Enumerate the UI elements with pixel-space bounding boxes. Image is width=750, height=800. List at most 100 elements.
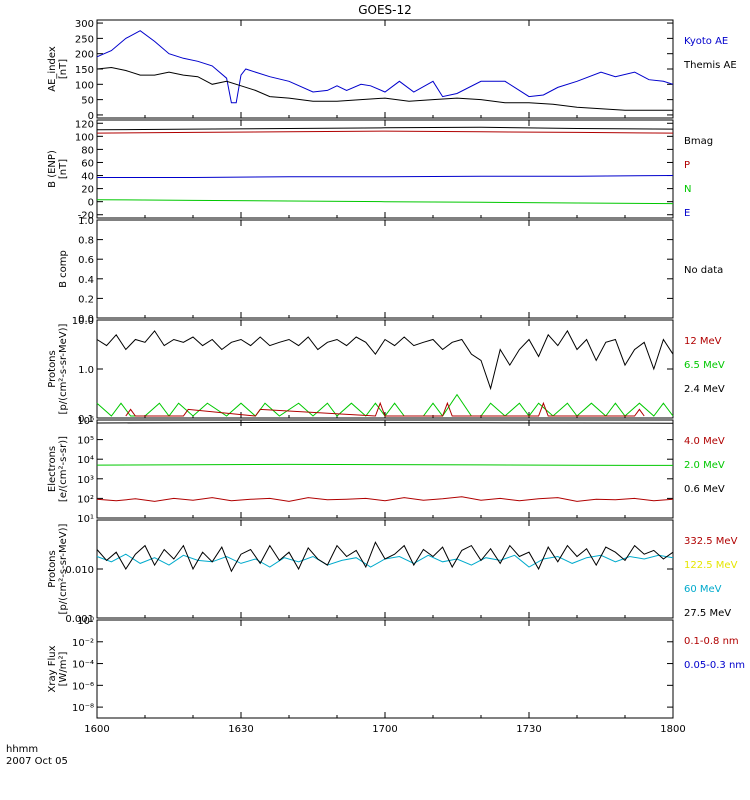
panel-frame [96,419,674,519]
y-axis-label-line: [W/m²] [58,651,69,686]
y-tick-label: 10⁻⁸ [72,703,94,714]
y-tick-label: 10² [77,494,94,505]
x-tick-label: 1600 [84,724,109,735]
series-12-mev [125,401,645,417]
legend-entry: Kyoto AE [684,36,728,47]
y-tick-label: 40 [81,172,94,183]
series-kyoto-ae [96,30,674,104]
y-tick-label: 120 [75,119,94,130]
y-tick-label: 100 [75,132,94,143]
legend-entry: N [684,184,691,195]
x-tick-label: 1800 [660,724,685,735]
x-tick-label: 1700 [372,724,397,735]
series-0-6-mev [96,421,674,424]
x-tick-label: 1630 [228,724,253,735]
legend-entry: 0.05-0.3 nm [684,660,745,671]
y-tick-label: 0.8 [78,236,94,247]
y-tick-label: 0.0 [78,314,94,325]
y-tick-label: 10¹ [77,514,94,525]
y-tick-label: 300 [75,19,94,30]
panel-electrons: Electrons[e/(cm²-s-sr)] 10¹ 10² 10³ 10⁴ 10⁵ 10… [47,416,725,525]
y-tick-label: 10⁻² [72,638,94,649]
panel-frame [96,319,674,419]
panel-xray: Xray Flux[W/m²] 10⁰ 10⁻² 10⁻⁴ 10⁻⁶ 10⁻⁸ 0.1-0.… [47,616,745,719]
panel-frame [96,519,674,619]
y-axis-label: B (ENP)[nT] [47,150,69,188]
panel-frame [96,219,674,319]
legend-entry: P [684,160,690,171]
series-p [96,130,674,134]
y-tick-label: 10³ [77,475,94,486]
legend-entry: 332.5 MeV [684,536,738,547]
y-tick-label: 10⁰ [77,616,94,627]
y-axis-label: Protons[p/(cm²-s-sr-MeV)] [47,523,69,614]
y-axis-label: B comp [58,250,69,288]
legend-entry: 27.5 MeV [684,608,731,619]
y-tick-label: 1.0 [78,365,94,376]
panel-bfield: B (ENP)[nT] -20 0 20 40 60 80 100 120 Bmag P N E [47,119,713,221]
y-axis-label: Protons[p/(cm²-s-sr-MeV)] [47,323,69,414]
legend-entry: 0.1-0.8 nm [684,636,739,647]
panel-protons_high: Protons[p/(cm²-s-sr-MeV)]0.001 0.010 332.5… [47,519,738,625]
legend-entry: 12 MeV [684,336,722,347]
panel-ae: AE_index[nT] 0 50 100 150 200 250 300 Kyoto AE Th… [47,19,737,122]
y-axis-label-line: Protons [47,350,58,387]
series-2-0-mev [96,463,674,466]
y-tick-label: 10⁵ [77,436,94,447]
series-2-4-mev [96,329,674,391]
legend-entry: Themis AE [683,60,737,71]
series-themis-ae [96,66,673,111]
panel-bcomp: B comp 0.0 0.2 0.4 0.6 0.8 1.0 No data [58,216,723,325]
y-tick-label: 150 [75,65,94,76]
legend-entry: No data [684,265,723,276]
y-tick-label: 50 [81,96,94,107]
y-tick-label: 80 [81,145,94,156]
date-label: 2007 Oct 05 [6,756,68,767]
y-axis-label-line: [p/(cm²-s-sr-MeV)] [58,323,69,414]
y-axis-label-line: [nT] [58,159,69,179]
y-tick-label: 10⁻⁶ [72,681,94,692]
y-axis-label: Xray Flux[W/m²] [47,645,69,692]
y-axis-label: Electrons[e/(cm²-s-sr)] [47,436,69,502]
y-tick-label: 200 [75,50,94,61]
series-27-5-mev [96,541,674,573]
y-tick-label: 0.1 [78,414,94,425]
y-tick-label: 10⁶ [77,416,94,427]
y-axis-label-line: [e/(cm²-s-sr)] [58,436,69,502]
y-tick-label: 20 [81,185,94,196]
time-axis-label: hhmm [6,744,38,755]
legend-entry: 122.5 MeV [684,560,738,571]
series-4-0-mev [96,496,674,502]
y-axis-label-line: AE_index [47,46,58,92]
y-tick-label: 0.2 [78,294,94,305]
y-tick-label: 10.0 [72,316,94,327]
legend-entry: 2.4 MeV [684,384,725,395]
y-axis-label: AE_index[nT] [47,46,69,92]
y-tick-label: -20 [78,211,94,222]
y-tick-label: 1.0 [78,216,94,227]
y-tick-label: 60 [81,158,94,169]
y-axis-label-line: B comp [58,250,69,288]
panel-frame [96,19,674,119]
y-axis-label-line: Xray Flux [47,645,58,692]
y-tick-label: 0.010 [65,565,94,576]
series-e [97,175,674,178]
legend-entry: 60 MeV [684,584,722,595]
series-60-mev [96,553,674,568]
y-tick-label: 0.4 [78,275,94,286]
y-axis-label-line: [nT] [58,59,69,79]
series-6-5-mev [96,393,674,417]
plot-title: GOES-12 [358,3,412,17]
panel-frame [96,619,674,719]
legend-entry: 4.0 MeV [684,436,725,447]
y-tick-label: 10⁻⁴ [72,660,94,671]
y-axis-label-line: Protons [47,550,58,587]
legend-entry: E [684,208,690,219]
series-n [96,199,674,205]
legend-entry: 0.6 MeV [684,484,725,495]
legend-entry: 6.5 MeV [684,360,725,371]
y-tick-label: 100 [75,80,94,91]
legend-entry: Bmag [684,136,713,147]
